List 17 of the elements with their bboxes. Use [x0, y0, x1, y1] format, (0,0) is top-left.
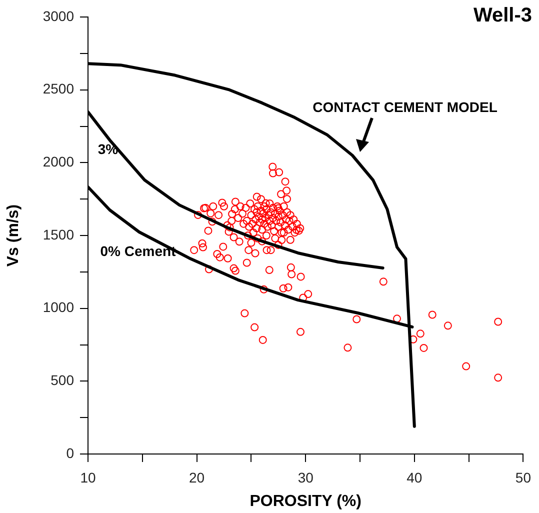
y-tick-label: 2000	[42, 154, 74, 170]
y-tick-label: 3000	[42, 8, 74, 24]
y-tick-label: 500	[50, 372, 74, 388]
x-tick-label: 10	[80, 469, 96, 486]
x-tick-label: 30	[298, 469, 314, 486]
annotation: 0% Cement	[100, 242, 176, 259]
x-axis-title: POROSITY (%)	[250, 492, 362, 510]
x-tick-label: 40	[406, 469, 422, 486]
x-tick-label: 50	[515, 469, 532, 486]
y-tick-label: 0	[66, 444, 74, 461]
y-tick-label: 1500	[42, 226, 74, 242]
y-axis-title: Vs (m/s)	[5, 204, 22, 267]
x-tick-label: 20	[189, 469, 205, 486]
y-tick-label: 1000	[42, 299, 74, 316]
y-tick-label: 2500	[42, 80, 74, 97]
chart-title: Well-3	[473, 4, 532, 27]
annotation: CONTACT CEMENT MODEL	[312, 98, 498, 115]
